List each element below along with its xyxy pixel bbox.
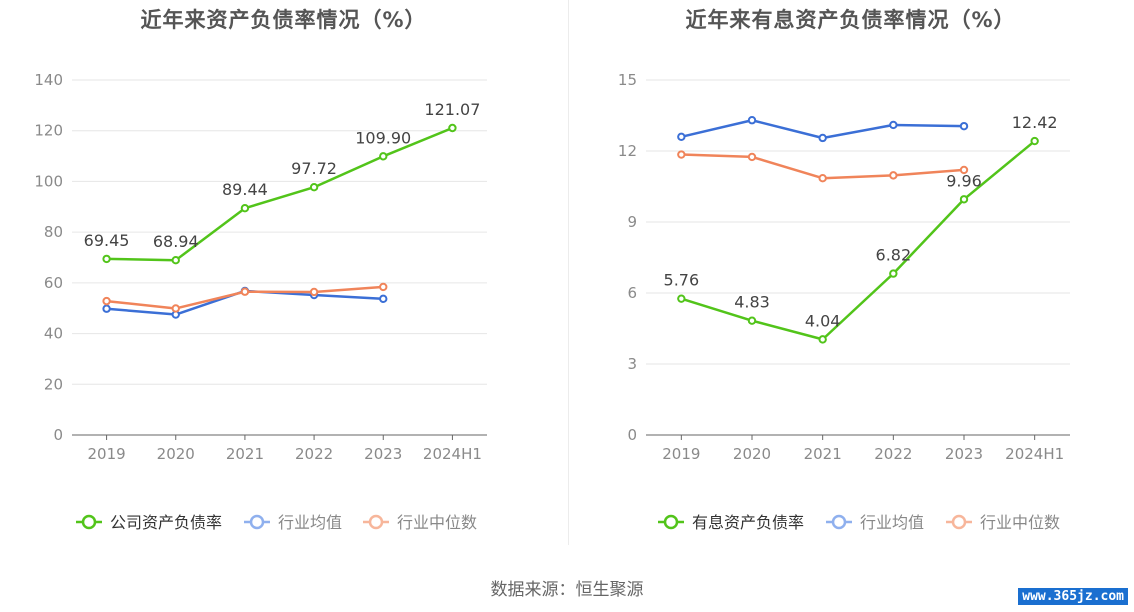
x-tick-label: 2019 — [662, 445, 700, 463]
x-tick-label: 2023 — [364, 445, 402, 463]
data-point — [677, 294, 686, 303]
data-point — [677, 150, 686, 159]
legend-swatch-marker — [249, 514, 265, 530]
y-tick-label: 140 — [34, 71, 63, 89]
data-point — [102, 254, 111, 264]
watermark-logo: www.365jz.com — [1018, 588, 1128, 605]
legend-label: 行业均值 — [278, 513, 342, 532]
chart-panel-debt-ratio: 近年来资产负债率情况（%） 0 20 40 60 80 100 120 140 2019 2020… — [0, 0, 567, 545]
data-point — [379, 152, 388, 161]
y-tick-label: 0 — [627, 426, 637, 444]
legend-swatch-marker — [81, 514, 97, 530]
data-label: 109.90 — [355, 128, 411, 147]
data-point — [1030, 136, 1039, 146]
data-point — [677, 132, 686, 142]
legend-label: 有息资产负债率 — [692, 513, 804, 532]
data-point — [818, 133, 827, 143]
data-point — [171, 304, 180, 313]
data-point — [747, 116, 757, 125]
data-label: 4.83 — [734, 293, 770, 312]
data-label: 89.44 — [222, 180, 268, 199]
y-tick-label: 0 — [53, 426, 63, 444]
data-point — [889, 120, 898, 130]
x-tick-label: 2020 — [157, 445, 195, 463]
y-tick-label: 120 — [34, 122, 63, 140]
y-tick-label: 40 — [44, 325, 63, 343]
data-point — [240, 287, 250, 296]
x-tick-label: 2021 — [226, 445, 264, 463]
data-point — [102, 304, 111, 313]
data-point — [171, 255, 180, 265]
line-chart-debt-ratio: 0 20 40 60 80 100 120 140 2019 2020 2021 2022 2023 20… — [34, 71, 487, 532]
line-chart-interest-debt-ratio: 0 3 6 9 12 15 2019 2020 2021 2022 2023 2024H1 5.76 4.… — [618, 71, 1070, 532]
panel-divider — [568, 0, 569, 545]
legend-label: 行业均值 — [860, 513, 924, 532]
chart-title: 近年来资产负债率情况（%） — [140, 8, 427, 32]
data-point — [747, 316, 757, 325]
legend-label: 公司资产负债率 — [110, 513, 222, 532]
legend-swatch-marker — [951, 514, 967, 530]
data-point — [889, 171, 898, 180]
y-tick-label: 6 — [627, 284, 637, 302]
data-label: 9.96 — [946, 171, 982, 190]
data-label: 69.45 — [84, 231, 130, 250]
data-point — [747, 152, 757, 162]
series-line — [106, 126, 453, 262]
y-tick-label: 60 — [44, 274, 63, 292]
series-line — [680, 140, 1036, 341]
x-tick-label: 2020 — [733, 445, 771, 463]
data-point — [102, 296, 111, 306]
x-tick-label: 2019 — [87, 445, 125, 463]
legend-swatch-marker — [663, 514, 679, 530]
x-tick-label: 2022 — [295, 445, 333, 463]
data-point — [889, 269, 898, 278]
data-point — [959, 165, 969, 175]
chart-title: 近年来有息资产负债率情况（%） — [685, 8, 1016, 32]
y-tick-label: 9 — [627, 213, 637, 231]
data-label: 68.94 — [153, 232, 199, 251]
data-point — [959, 195, 969, 204]
data-point — [448, 123, 457, 133]
data-point — [818, 335, 827, 344]
legend-label: 行业中位数 — [980, 513, 1060, 532]
x-tick-label: 2022 — [874, 445, 912, 463]
y-tick-label: 20 — [44, 375, 63, 393]
data-label: 6.82 — [876, 246, 912, 265]
data-point — [240, 204, 250, 213]
data-point — [818, 174, 827, 183]
y-tick-label: 15 — [618, 71, 637, 89]
y-tick-label: 3 — [627, 355, 637, 373]
data-point — [379, 294, 388, 304]
data-point — [309, 287, 319, 297]
data-label: 97.72 — [291, 159, 337, 178]
y-tick-label: 80 — [44, 223, 63, 241]
y-tick-label: 12 — [618, 142, 637, 160]
data-point — [959, 121, 969, 131]
data-label: 121.07 — [424, 100, 480, 119]
data-point — [309, 183, 319, 192]
data-point — [379, 282, 388, 292]
legend-swatch-marker — [831, 514, 847, 530]
data-source-text: 数据来源：恒生聚源 — [490, 580, 644, 600]
x-tick-label: 2023 — [945, 445, 983, 463]
legend-label: 行业中位数 — [397, 513, 477, 532]
data-label: 5.76 — [664, 271, 700, 290]
x-tick-label: 2024H1 — [423, 445, 482, 463]
x-tick-label: 2021 — [804, 445, 842, 463]
data-label: 12.42 — [1012, 113, 1058, 132]
chart-panel-interest-debt-ratio: 近年来有息资产负债率情况（%） 0 3 6 9 12 15 2019 2020 2021 2022… — [567, 0, 1134, 545]
data-label: 4.04 — [805, 311, 841, 330]
x-tick-label: 2024H1 — [1005, 445, 1064, 463]
legend-swatch-marker — [368, 514, 384, 530]
y-tick-label: 100 — [34, 172, 63, 190]
